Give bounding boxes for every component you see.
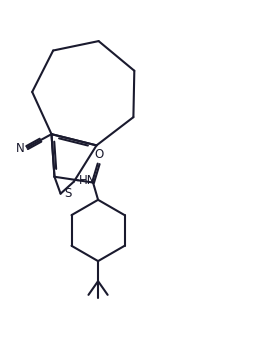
Text: HN: HN xyxy=(79,174,97,187)
Text: N: N xyxy=(16,142,25,155)
Text: S: S xyxy=(64,186,71,200)
Text: O: O xyxy=(95,147,104,161)
